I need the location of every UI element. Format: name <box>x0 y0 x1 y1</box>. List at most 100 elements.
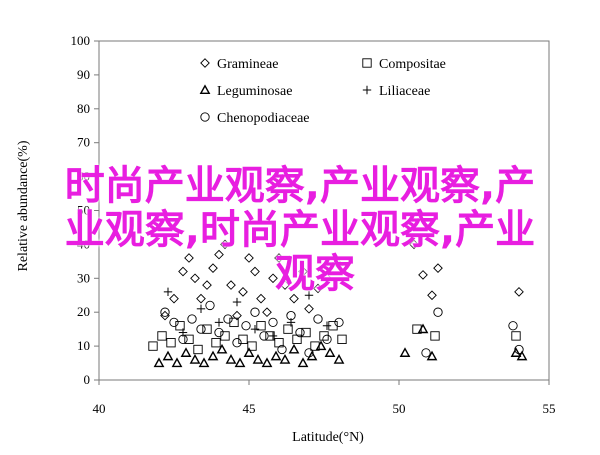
gramineae-point <box>322 273 332 284</box>
chenopodiaceae-point <box>214 327 224 338</box>
chenopodiaceae-point <box>334 317 344 328</box>
gramineae-point <box>220 239 230 250</box>
y-tick-label: 50 <box>77 203 90 218</box>
gramineae-point <box>190 273 200 284</box>
leguminosae-point <box>261 357 273 368</box>
gramineae-point <box>262 307 272 318</box>
gramineae-point <box>313 283 323 294</box>
gramineae-point <box>160 310 170 321</box>
gramineae-point <box>178 266 188 277</box>
gramineae-point <box>433 263 443 273</box>
chenopodiaceae-point <box>223 314 233 324</box>
chenopodiaceae-point <box>196 324 206 334</box>
leguminosae-point <box>279 354 291 364</box>
gramineae-point <box>256 293 266 304</box>
gramineae-point <box>184 253 194 263</box>
gramineae-point <box>280 280 290 290</box>
compositae-point <box>292 334 302 344</box>
compositae-point <box>430 331 440 341</box>
legend-marker-liliaceae <box>362 85 372 95</box>
leguminosae-point <box>426 350 438 361</box>
y-tick-label: 70 <box>77 135 90 150</box>
gramineae-point <box>169 293 179 304</box>
leguminosae-point <box>171 357 183 368</box>
legend-marker-leguminosae <box>199 84 211 95</box>
gramineae-point <box>250 266 260 277</box>
leguminosae-point <box>162 350 174 361</box>
leguminosae-point <box>288 343 300 354</box>
leguminosae-point <box>234 357 246 368</box>
leguminosae-point <box>180 347 192 357</box>
leguminosae-point <box>216 343 228 354</box>
legend-label-chenopodiaceae: Chenopodiaceae <box>217 111 310 126</box>
chenopodiaceae-point <box>160 307 170 317</box>
y-axis: 0 10 20 30 40 50 60 70 80 90 100 <box>71 33 99 387</box>
leguminosae-point <box>516 350 528 361</box>
compositae-point <box>148 341 158 351</box>
gramineae-point <box>232 310 242 321</box>
leguminosae-point <box>399 347 411 357</box>
liliaceae-point <box>214 318 224 327</box>
gramineae-point <box>418 270 428 280</box>
compositae-point <box>301 327 311 338</box>
leguminosae-point <box>306 350 318 361</box>
y-tick-label: 80 <box>77 101 90 116</box>
compositae-point <box>319 331 329 341</box>
chenopodiaceae-point <box>232 338 242 348</box>
compositae-point <box>337 334 347 344</box>
compositae-point <box>202 324 212 334</box>
compositae-point <box>247 341 257 351</box>
y-tick-label: 0 <box>84 372 91 387</box>
chenopodiaceae-point <box>421 348 431 358</box>
leguminosae-point <box>333 354 345 364</box>
compositae-point <box>229 317 239 328</box>
compositae-point <box>157 331 167 341</box>
leguminosae-point <box>510 347 522 357</box>
y-tick-label: 100 <box>71 33 91 48</box>
leguminosae-point <box>417 323 429 334</box>
gramineae-point <box>196 293 206 304</box>
chenopodiaceae-point <box>169 317 179 328</box>
compositae-point <box>283 324 293 334</box>
chenopodiaceae-point <box>250 307 260 317</box>
leguminosae-point <box>207 350 219 361</box>
chenopodiaceae-point <box>178 334 188 344</box>
x-axis-label: Latitude(°N) <box>292 430 364 445</box>
legend-marker-gramineae <box>200 58 210 68</box>
gramineae-point <box>208 263 218 273</box>
chenopodiaceae-point <box>286 310 296 321</box>
chenopodiaceae-point <box>205 300 215 311</box>
liliaceae-point <box>268 331 278 341</box>
chenopodiaceae-point <box>268 317 278 328</box>
gramineae-point <box>238 287 248 297</box>
x-tick-label: 45 <box>243 401 256 416</box>
leguminosae-point <box>324 347 336 357</box>
chenopodiaceae-point <box>433 307 443 317</box>
plot-frame <box>98 40 550 381</box>
gramineae-point <box>334 259 344 270</box>
chenopodiaceae-point <box>277 344 287 355</box>
leguminosae-point <box>297 357 309 368</box>
compositae-point <box>238 334 248 344</box>
y-tick-label: 30 <box>77 270 90 285</box>
liliaceae-point <box>304 291 314 300</box>
gramineae-point <box>409 239 419 250</box>
y-tick-label: 60 <box>77 169 90 184</box>
compositae-point <box>220 331 230 341</box>
leguminosae-point <box>270 350 282 361</box>
y-tick-label: 40 <box>77 236 90 251</box>
gramineae-point <box>202 280 212 290</box>
y-tick-label: 90 <box>77 67 90 82</box>
leguminosae-point <box>153 357 165 368</box>
leguminosae-point <box>252 354 264 364</box>
chenopodiaceae-point <box>187 314 197 324</box>
y-tick-label: 20 <box>77 304 90 319</box>
compositae-point <box>193 344 203 355</box>
compositae-point <box>166 338 176 348</box>
y-axis-label: Relative abundance(%) <box>16 140 31 271</box>
x-tick-label: 40 <box>93 401 106 416</box>
liliaceae-point <box>196 304 206 314</box>
chenopodiaceae-point <box>304 348 314 358</box>
gramineae-point <box>214 249 224 260</box>
x-tick-label: 50 <box>393 401 406 416</box>
